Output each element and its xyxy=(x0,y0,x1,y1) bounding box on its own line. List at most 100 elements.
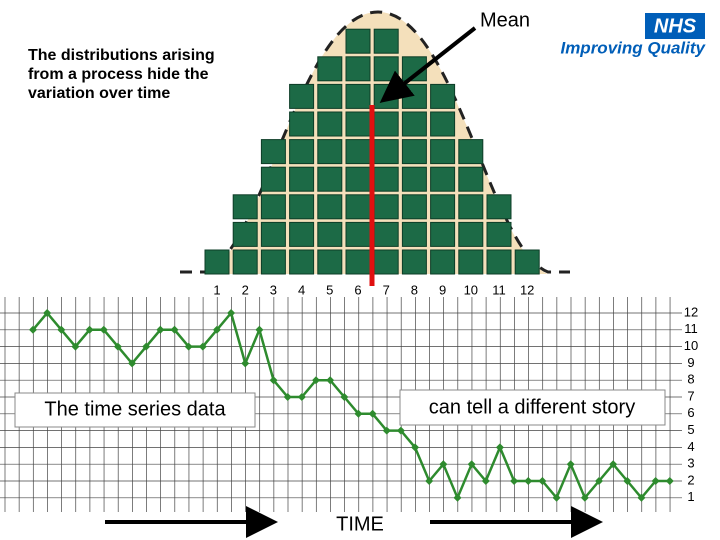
bar xyxy=(373,28,399,275)
note: can tell a different story xyxy=(429,396,635,418)
y-tick-label: 10 xyxy=(684,338,698,353)
point xyxy=(198,342,207,351)
square xyxy=(260,221,286,247)
point xyxy=(595,477,603,485)
bar xyxy=(204,249,230,275)
x-tick-label: 6 xyxy=(354,282,361,297)
point xyxy=(453,493,462,502)
square xyxy=(317,139,343,165)
point xyxy=(99,325,108,334)
y-tick-label: 2 xyxy=(687,472,694,487)
y-tick-label: 4 xyxy=(687,439,694,454)
point xyxy=(467,460,476,469)
point xyxy=(340,393,349,401)
point xyxy=(85,325,94,334)
bar xyxy=(430,83,456,275)
y-tick-label: 5 xyxy=(687,422,694,437)
point xyxy=(495,443,504,452)
square xyxy=(317,166,343,192)
point xyxy=(396,426,405,435)
square xyxy=(260,139,286,165)
point xyxy=(227,309,236,317)
square xyxy=(458,139,484,165)
y-tick-label: 3 xyxy=(687,456,694,471)
point xyxy=(651,477,660,485)
square xyxy=(401,249,427,275)
caption: The distributions arising xyxy=(28,47,215,64)
y-tick-label: 11 xyxy=(684,321,698,336)
square xyxy=(486,221,512,247)
point xyxy=(142,342,151,351)
square xyxy=(289,221,315,247)
square xyxy=(317,111,343,137)
y-tick-label: 12 xyxy=(684,304,698,319)
bar xyxy=(289,83,315,275)
bar xyxy=(317,56,343,275)
point xyxy=(71,342,80,351)
point xyxy=(566,460,575,469)
bar xyxy=(345,28,371,275)
point xyxy=(312,376,320,385)
x-tick-label: 11 xyxy=(492,282,506,297)
square xyxy=(373,139,399,165)
square xyxy=(430,194,456,220)
point xyxy=(283,393,292,401)
y-tick-label: 8 xyxy=(687,372,694,387)
x-tick-label: 3 xyxy=(270,282,277,297)
square xyxy=(458,249,484,275)
square xyxy=(317,249,343,275)
square xyxy=(514,249,540,275)
square xyxy=(317,221,343,247)
square xyxy=(373,221,399,247)
point xyxy=(255,325,264,334)
x-tick-label: 7 xyxy=(383,282,390,297)
square xyxy=(373,249,399,275)
point xyxy=(425,477,434,485)
point xyxy=(552,493,561,502)
square xyxy=(317,194,343,220)
caption: variation over time xyxy=(28,85,170,102)
mean-arrow xyxy=(379,26,477,103)
mean-label: Mean xyxy=(480,9,530,31)
point xyxy=(411,443,420,452)
y-tick-label: 1 xyxy=(687,489,694,504)
y-tick-label: 6 xyxy=(687,405,694,420)
square xyxy=(232,194,258,220)
logo-box xyxy=(645,13,705,39)
square xyxy=(260,249,286,275)
square xyxy=(430,221,456,247)
square xyxy=(345,194,371,220)
square xyxy=(401,83,427,109)
square xyxy=(204,249,230,275)
square xyxy=(317,56,343,82)
square xyxy=(345,139,371,165)
x-tick-label: 10 xyxy=(464,282,478,297)
square xyxy=(232,221,258,247)
bar xyxy=(260,139,286,275)
square xyxy=(373,194,399,220)
point xyxy=(524,477,533,485)
point xyxy=(538,477,547,485)
square xyxy=(260,194,286,220)
square xyxy=(430,111,456,137)
square xyxy=(486,194,512,220)
square xyxy=(317,83,343,109)
caption: from a process hide the xyxy=(28,66,209,83)
square xyxy=(345,83,371,109)
point xyxy=(665,477,674,485)
square xyxy=(430,83,456,109)
square xyxy=(345,221,371,247)
x-label: TIME xyxy=(336,513,384,535)
point xyxy=(481,477,490,485)
square xyxy=(289,194,315,220)
square xyxy=(289,166,315,192)
square xyxy=(345,56,371,82)
square xyxy=(289,249,315,275)
note: The time series data xyxy=(44,398,226,420)
point xyxy=(382,426,391,435)
x-tick-label: 4 xyxy=(298,282,305,297)
square xyxy=(373,111,399,137)
point xyxy=(439,460,448,469)
x-tick-label: 12 xyxy=(520,282,534,297)
